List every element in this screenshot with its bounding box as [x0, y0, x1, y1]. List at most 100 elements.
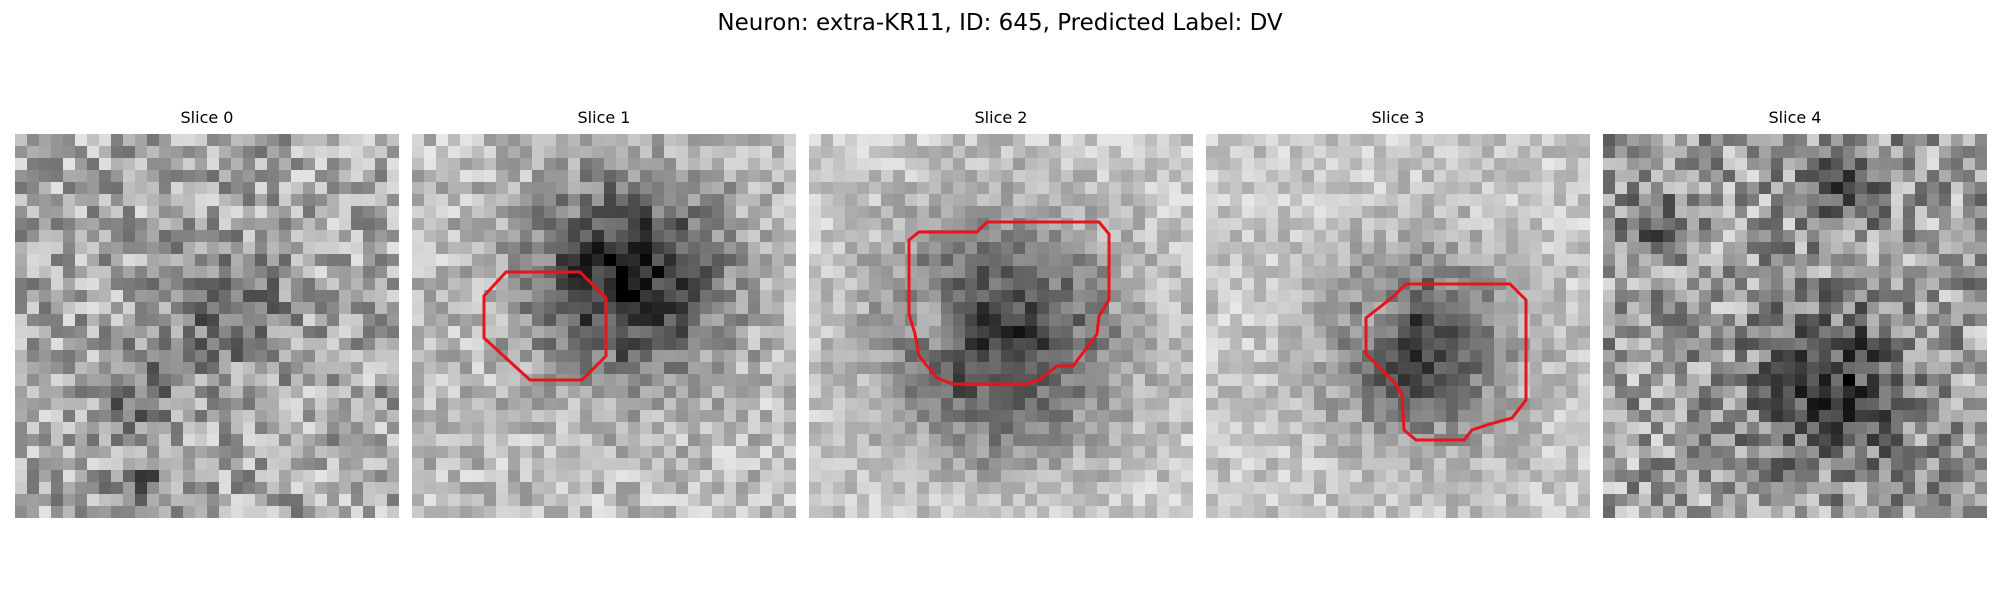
pixel: [821, 230, 833, 242]
pixel: [51, 158, 63, 170]
pixel: [1157, 374, 1169, 386]
pixel: [1951, 290, 1963, 302]
pixel: [1759, 194, 1771, 206]
pixel: [784, 350, 796, 362]
pixel: [243, 494, 255, 506]
pixel: [917, 158, 929, 170]
pixel: [1157, 134, 1169, 146]
pixel: [809, 242, 821, 254]
pixel: [869, 290, 881, 302]
pixel: [387, 470, 399, 482]
pixel: [207, 446, 219, 458]
pixel: [1783, 386, 1795, 398]
pixel: [291, 494, 303, 506]
pixel: [869, 482, 881, 494]
pixel: [1145, 218, 1157, 230]
pixel: [183, 254, 195, 266]
pixel: [1398, 266, 1410, 278]
pixel: [424, 278, 436, 290]
pixel: [183, 314, 195, 326]
pixel: [1663, 362, 1675, 374]
pixel: [1109, 182, 1121, 194]
pixel: [893, 374, 905, 386]
pixel: [1206, 326, 1218, 338]
pixel: [15, 194, 27, 206]
pixel: [1145, 182, 1157, 194]
pixel: [869, 470, 881, 482]
pixel: [267, 410, 279, 422]
pixel: [604, 134, 616, 146]
pixel: [544, 134, 556, 146]
pixel: [375, 482, 387, 494]
pixel: [1314, 218, 1326, 230]
pixel: [1446, 446, 1458, 458]
pixel: [1795, 446, 1807, 458]
pixel: [1422, 146, 1434, 158]
pixel: [1458, 230, 1470, 242]
pixel: [821, 254, 833, 266]
pixel: [387, 362, 399, 374]
pixel: [327, 446, 339, 458]
pixel: [953, 338, 965, 350]
pixel: [1302, 266, 1314, 278]
pixel: [1133, 230, 1145, 242]
pixel: [363, 206, 375, 218]
pixel: [628, 302, 640, 314]
pixel: [941, 266, 953, 278]
pixel: [977, 194, 989, 206]
pixel: [111, 314, 123, 326]
pixel: [1266, 386, 1278, 398]
pixel: [1639, 146, 1651, 158]
pixel: [1627, 134, 1639, 146]
pixel: [1314, 146, 1326, 158]
pixel: [1145, 434, 1157, 446]
pixel: [1326, 254, 1338, 266]
pixel: [1891, 194, 1903, 206]
pixel: [375, 158, 387, 170]
pixel: [1374, 410, 1386, 422]
pixel: [159, 482, 171, 494]
pixel: [869, 446, 881, 458]
pixel: [147, 434, 159, 446]
pixel: [1482, 170, 1494, 182]
pixel: [1242, 446, 1254, 458]
pixel: [1013, 494, 1025, 506]
pixel: [1843, 218, 1855, 230]
pixel: [580, 446, 592, 458]
pixel: [941, 350, 953, 362]
pixel: [965, 338, 977, 350]
pixel: [724, 458, 736, 470]
pixel: [953, 182, 965, 194]
pixel: [1278, 470, 1290, 482]
pixel: [159, 170, 171, 182]
pixel: [1554, 326, 1566, 338]
pixel: [1350, 194, 1362, 206]
pixel: [893, 482, 905, 494]
pixel: [1494, 422, 1506, 434]
pixel: [628, 386, 640, 398]
pixel: [1554, 434, 1566, 446]
pixel: [845, 230, 857, 242]
pixel: [676, 470, 688, 482]
pixel: [1603, 410, 1615, 422]
pixel: [1169, 398, 1181, 410]
pixel: [1398, 158, 1410, 170]
pixel: [1915, 302, 1927, 314]
pixel: [592, 434, 604, 446]
pixel: [1278, 458, 1290, 470]
pixel: [327, 254, 339, 266]
pixel: [905, 446, 917, 458]
pixel: [784, 170, 796, 182]
pixel: [448, 506, 460, 518]
pixel: [845, 506, 857, 518]
pixel: [1578, 362, 1590, 374]
pixel: [339, 434, 351, 446]
pixel: [664, 338, 676, 350]
pixel: [1506, 422, 1518, 434]
pixel: [917, 302, 929, 314]
pixel: [700, 254, 712, 266]
pixel: [1494, 338, 1506, 350]
pixel: [243, 230, 255, 242]
pixel: [231, 170, 243, 182]
pixel: [15, 206, 27, 218]
